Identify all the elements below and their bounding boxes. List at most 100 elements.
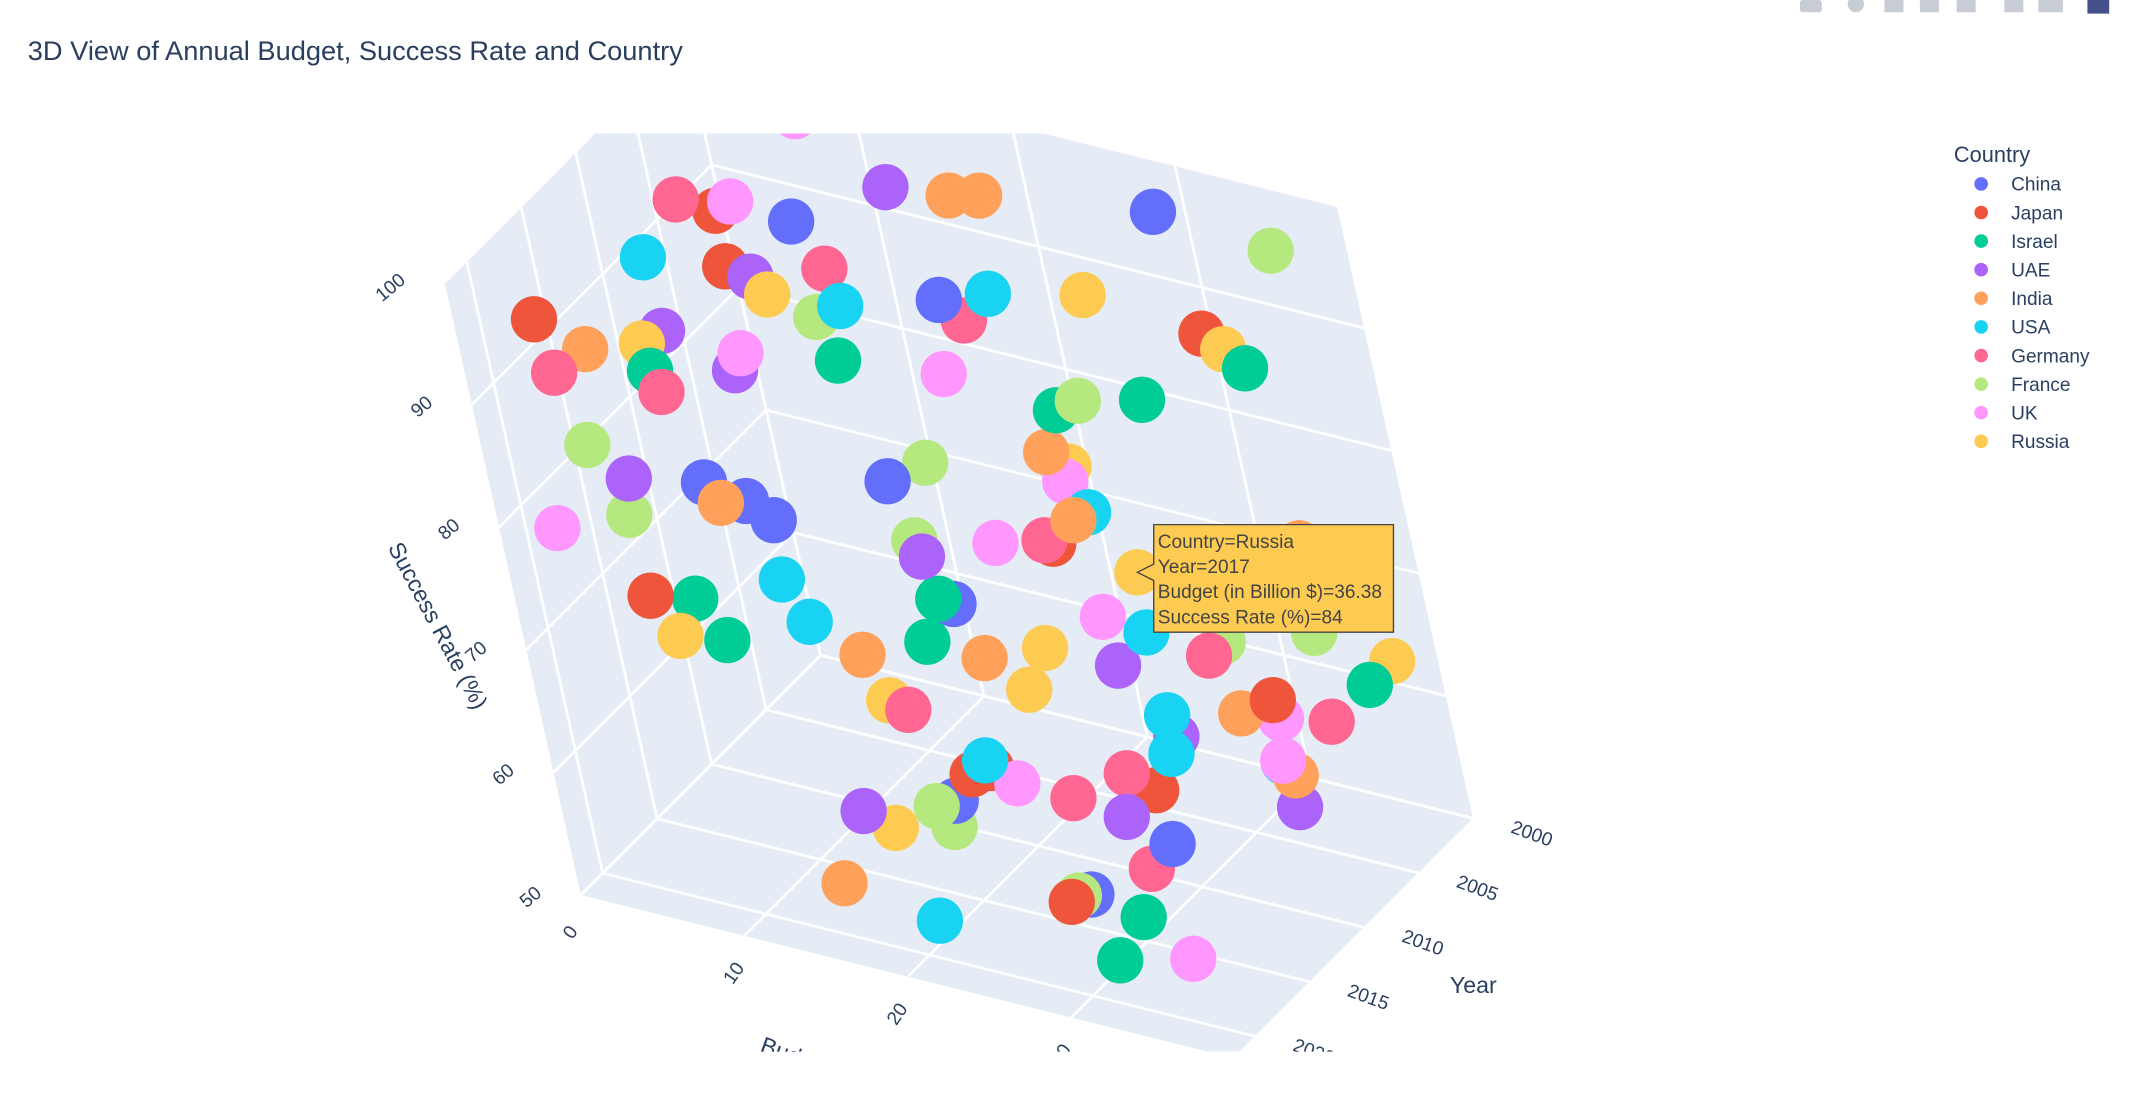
legend-label[interactable]: Japan (2011, 203, 2063, 224)
legend-label[interactable]: UK (2011, 404, 2038, 425)
data-point[interactable] (619, 234, 667, 281)
data-point[interactable] (1079, 593, 1126, 640)
data-point[interactable] (920, 350, 967, 398)
camera-button[interactable] (1799, 0, 1822, 13)
legend-marker[interactable] (1974, 434, 1988, 449)
data-point[interactable] (1021, 624, 1069, 672)
data-point[interactable] (1059, 271, 1106, 319)
data-point[interactable] (1308, 698, 1355, 745)
data-point[interactable] (758, 556, 806, 603)
zoom-button[interactable] (1847, 0, 1865, 13)
plotly-logo[interactable] (2087, 0, 2110, 14)
data-point[interactable] (1249, 677, 1296, 724)
data-point[interactable] (530, 349, 578, 396)
legend-label[interactable]: Germany (2011, 346, 2090, 367)
data-point[interactable] (706, 178, 754, 225)
data-point[interactable] (972, 519, 1019, 567)
data-point[interactable] (1120, 893, 1167, 941)
data-point[interactable] (627, 572, 674, 619)
data-point[interactable] (534, 504, 581, 552)
legend-label[interactable]: France (2011, 375, 2070, 396)
legend-label[interactable]: India (2011, 289, 2053, 310)
hover-button[interactable] (2038, 0, 2063, 13)
data-point[interactable] (1185, 632, 1233, 679)
data-point[interactable] (915, 575, 962, 622)
data-point[interactable] (652, 176, 699, 223)
data-point[interactable] (1143, 692, 1191, 739)
data-point[interactable] (606, 491, 653, 538)
legend-marker[interactable] (1974, 205, 1988, 220)
data-point[interactable] (994, 760, 1041, 807)
data-point[interactable] (1260, 737, 1307, 784)
legend-label[interactable]: Russia (2011, 432, 2070, 453)
legend-marker[interactable] (1974, 234, 1988, 248)
data-point[interactable] (786, 598, 833, 645)
data-point[interactable] (1006, 666, 1053, 713)
legend-label[interactable]: Israel (2011, 232, 2058, 253)
data-point[interactable] (915, 276, 962, 324)
legend-marker[interactable] (1974, 262, 1988, 277)
data-point[interactable] (1048, 878, 1095, 926)
data-point[interactable] (1050, 497, 1097, 544)
data-point[interactable] (1170, 935, 1217, 982)
pan-button[interactable] (1884, 0, 1904, 13)
legend-marker[interactable] (1974, 405, 1988, 420)
data-point[interactable] (1050, 774, 1097, 822)
data-point[interactable] (704, 616, 751, 664)
data-point[interactable] (638, 368, 685, 416)
legend-marker[interactable] (1974, 177, 1988, 191)
data-point[interactable] (814, 337, 862, 384)
data-point[interactable] (885, 686, 932, 733)
data-point[interactable] (672, 575, 719, 622)
data-point[interactable] (916, 897, 964, 944)
data-point[interactable] (772, 93, 818, 140)
legend-label[interactable]: UAE (2011, 261, 2050, 282)
legend-label[interactable]: China (2011, 175, 2061, 196)
data-point[interactable] (955, 172, 1003, 219)
data-point[interactable] (1148, 730, 1195, 777)
data-point[interactable] (840, 787, 887, 835)
legend-marker[interactable] (1974, 291, 1988, 306)
data-point[interactable] (902, 439, 949, 486)
data-point[interactable] (839, 631, 886, 678)
legend-marker[interactable] (1974, 320, 1988, 334)
data-point[interactable] (862, 164, 909, 211)
data-point[interactable] (904, 618, 951, 665)
data-point[interactable] (898, 533, 946, 580)
data-point[interactable] (1247, 227, 1294, 274)
data-point[interactable] (961, 737, 1009, 784)
data-point[interactable] (1054, 377, 1101, 424)
reset-button[interactable] (2004, 0, 2024, 13)
legend-label[interactable]: USA (2011, 318, 2050, 339)
legend-marker[interactable] (1974, 348, 1988, 363)
data-point[interactable] (1346, 661, 1393, 709)
data-point[interactable] (1097, 937, 1144, 984)
data-point[interactable] (1094, 642, 1142, 689)
data-point[interactable] (1103, 793, 1150, 841)
data-point[interactable] (1221, 345, 1269, 392)
data-point[interactable] (1023, 428, 1070, 476)
data-point[interactable] (817, 282, 864, 330)
data-point[interactable] (697, 479, 745, 527)
data-point[interactable] (750, 497, 797, 544)
orbit-button[interactable] (1919, 0, 1939, 13)
data-point[interactable] (744, 271, 791, 318)
data-point[interactable] (801, 245, 848, 292)
data-point[interactable] (1149, 820, 1196, 868)
data-point[interactable] (605, 455, 652, 502)
turntable-button[interactable] (1956, 0, 1976, 13)
data-point[interactable] (913, 782, 960, 830)
data-point[interactable] (1129, 188, 1177, 235)
data-point[interactable] (1118, 376, 1166, 423)
data-point[interactable] (964, 270, 1012, 317)
data-point[interactable] (657, 612, 704, 660)
data-point[interactable] (961, 634, 1008, 682)
legend-marker[interactable] (1974, 377, 1988, 391)
data-point[interactable] (717, 330, 764, 377)
data-point[interactable] (510, 296, 558, 343)
data-point[interactable] (1103, 750, 1150, 797)
data-point[interactable] (821, 860, 868, 907)
data-point[interactable] (864, 458, 911, 505)
data-point[interactable] (564, 421, 611, 469)
data-point[interactable] (768, 198, 815, 245)
